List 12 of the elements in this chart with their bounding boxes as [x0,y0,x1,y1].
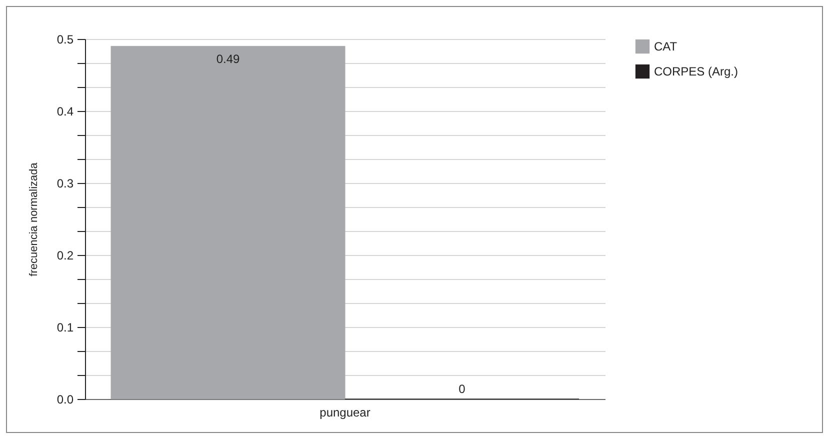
y-tick-label: 0.2 [56,248,74,262]
y-tick-label: 0.4 [56,104,74,118]
y-tick-label: 0.3 [56,176,74,190]
y-tick-label: 0.1 [56,320,74,334]
data-label: 0.49 [216,52,240,66]
y-tick-label: 0.0 [56,392,74,406]
y-axis-title: frecuencia normalizada [28,162,40,276]
legend-label: CORPES (Arg.) [654,64,738,78]
x-tick-label: punguear [320,406,370,420]
data-label: 0 [458,382,466,396]
legend-label: CAT [654,40,678,54]
y-tick-label: 0.5 [56,32,74,46]
